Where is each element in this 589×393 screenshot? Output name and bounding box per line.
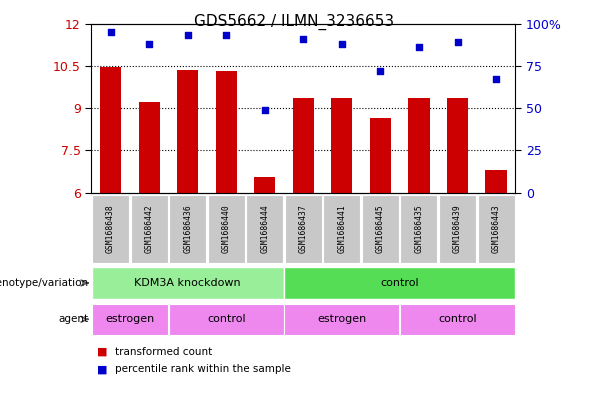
Bar bbox=[92, 195, 129, 263]
Bar bbox=[447, 98, 468, 193]
Point bbox=[183, 32, 193, 39]
Bar bbox=[92, 304, 168, 335]
Bar bbox=[293, 98, 314, 193]
Text: control: control bbox=[380, 278, 419, 288]
Point bbox=[221, 32, 231, 39]
Bar bbox=[177, 70, 198, 193]
Point bbox=[491, 76, 501, 83]
Text: GSM1686442: GSM1686442 bbox=[145, 204, 154, 253]
Text: GSM1686437: GSM1686437 bbox=[299, 204, 308, 253]
Point bbox=[376, 68, 385, 74]
Text: GSM1686443: GSM1686443 bbox=[492, 204, 501, 253]
Text: genotype/variation: genotype/variation bbox=[0, 278, 88, 288]
Text: percentile rank within the sample: percentile rank within the sample bbox=[115, 364, 291, 375]
Bar bbox=[208, 195, 245, 263]
Bar bbox=[246, 195, 283, 263]
Text: estrogen: estrogen bbox=[105, 314, 154, 324]
Bar bbox=[131, 195, 168, 263]
Bar bbox=[331, 98, 352, 193]
Text: agent: agent bbox=[58, 314, 88, 324]
Bar bbox=[408, 98, 429, 193]
Bar bbox=[169, 304, 284, 335]
Bar bbox=[285, 195, 322, 263]
Text: control: control bbox=[438, 314, 477, 324]
Bar bbox=[485, 170, 507, 193]
Point bbox=[106, 29, 115, 35]
Bar bbox=[284, 267, 515, 299]
Bar bbox=[254, 177, 276, 193]
Text: transformed count: transformed count bbox=[115, 347, 212, 357]
Text: GSM1686439: GSM1686439 bbox=[453, 204, 462, 253]
Text: KDM3A knockdown: KDM3A knockdown bbox=[134, 278, 241, 288]
Text: GSM1686440: GSM1686440 bbox=[221, 204, 231, 253]
Bar bbox=[138, 103, 160, 193]
Bar bbox=[216, 72, 237, 193]
Point bbox=[337, 41, 346, 47]
Bar bbox=[362, 195, 399, 263]
Point bbox=[144, 41, 154, 47]
Text: ■: ■ bbox=[97, 364, 108, 375]
Point bbox=[299, 36, 308, 42]
Bar bbox=[323, 195, 360, 263]
Bar bbox=[400, 304, 515, 335]
Point bbox=[260, 107, 270, 113]
Text: GSM1686435: GSM1686435 bbox=[415, 204, 423, 253]
Text: GSM1686436: GSM1686436 bbox=[183, 204, 192, 253]
Point bbox=[414, 44, 423, 50]
Bar bbox=[370, 118, 391, 193]
Bar bbox=[169, 195, 206, 263]
Text: GSM1686438: GSM1686438 bbox=[106, 204, 115, 253]
Text: GSM1686441: GSM1686441 bbox=[337, 204, 346, 253]
Bar bbox=[100, 67, 121, 193]
Text: estrogen: estrogen bbox=[317, 314, 366, 324]
Text: ■: ■ bbox=[97, 347, 108, 357]
Text: GSM1686445: GSM1686445 bbox=[376, 204, 385, 253]
Bar bbox=[92, 267, 284, 299]
Bar bbox=[284, 304, 399, 335]
Bar bbox=[401, 195, 438, 263]
Point bbox=[453, 39, 462, 45]
Bar bbox=[478, 195, 515, 263]
Text: control: control bbox=[207, 314, 246, 324]
Text: GSM1686444: GSM1686444 bbox=[260, 204, 269, 253]
Text: GDS5662 / ILMN_3236653: GDS5662 / ILMN_3236653 bbox=[194, 14, 395, 30]
Bar bbox=[439, 195, 476, 263]
